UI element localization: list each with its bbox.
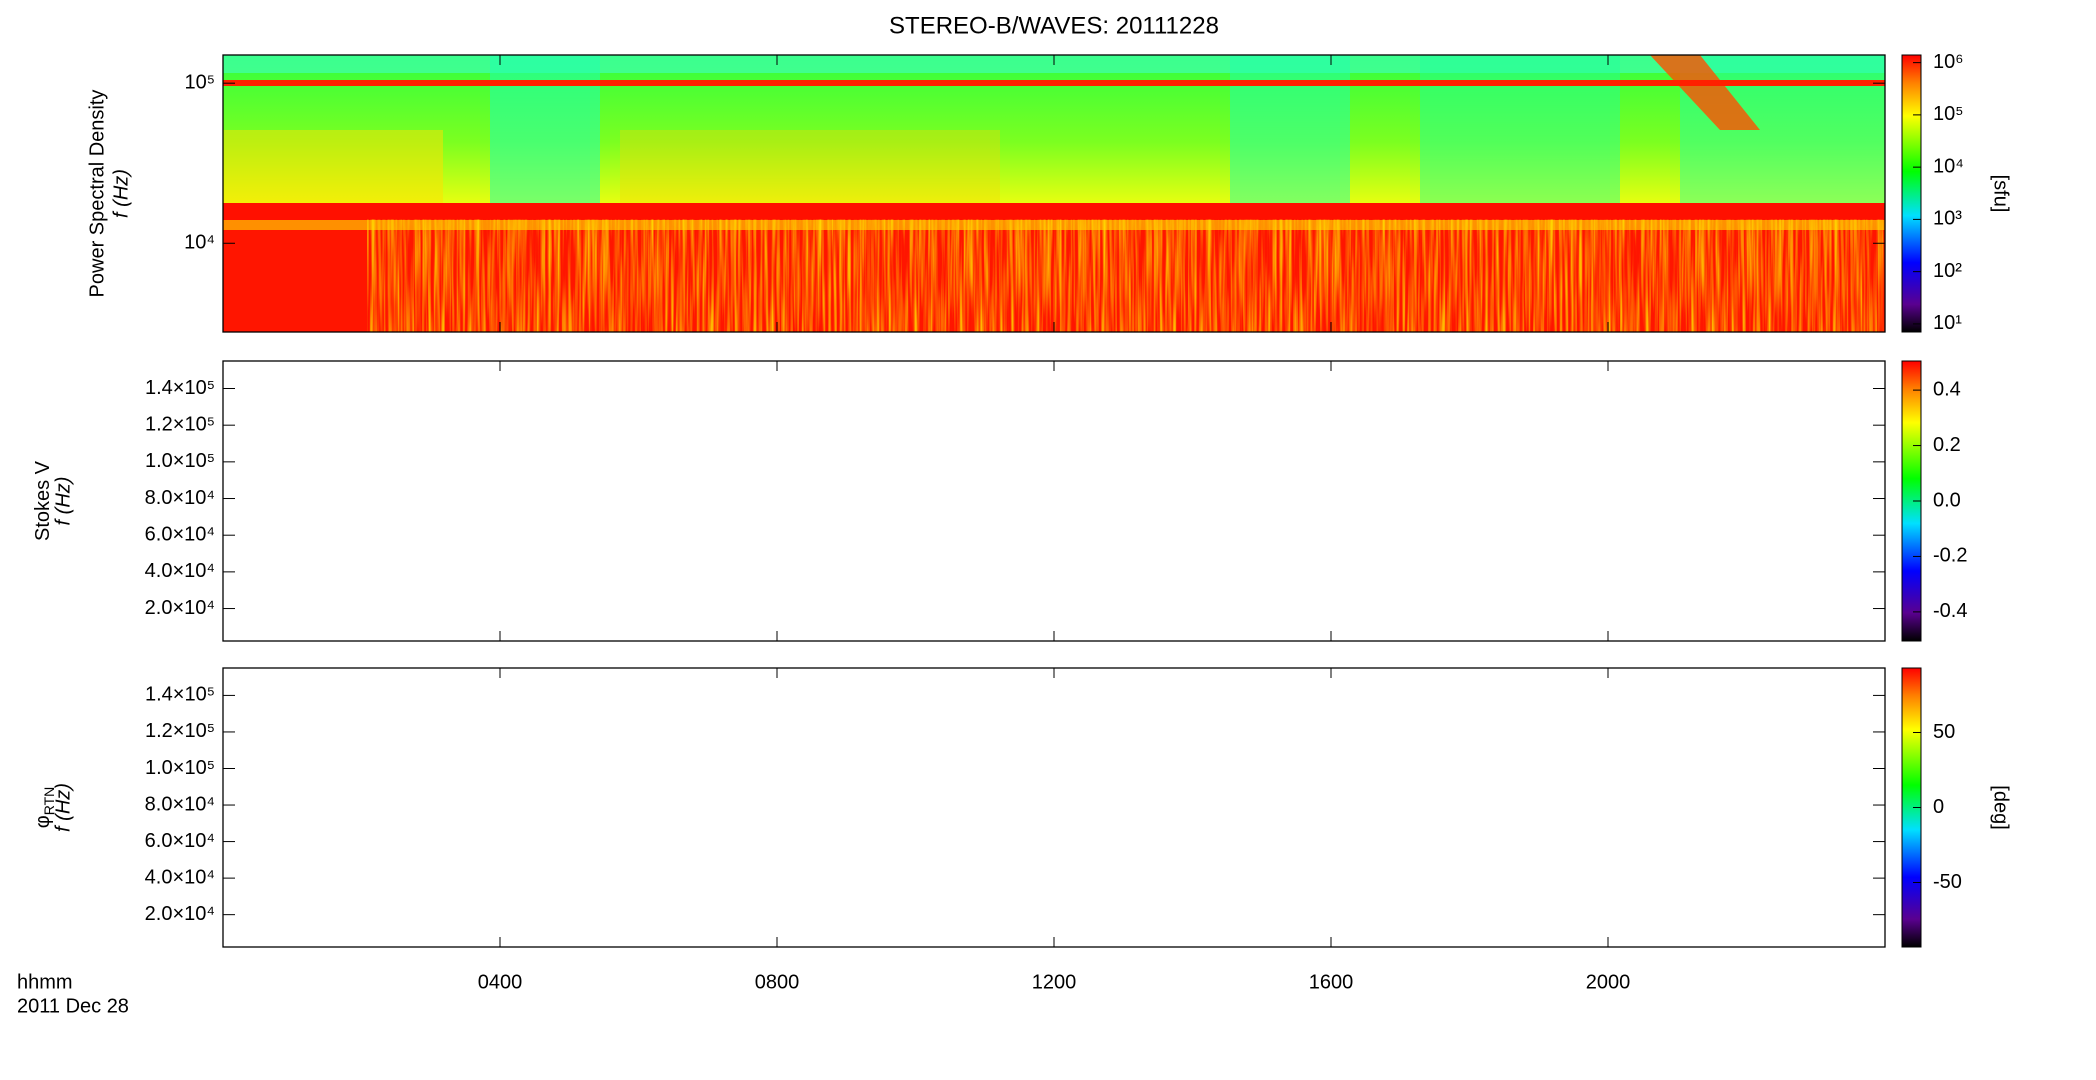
colorbar-tick-label: 0.2 <box>1933 434 1961 456</box>
y-tick-label: 4.0×10⁴ <box>145 866 215 888</box>
y-axis-label: f (Hz) <box>52 477 74 526</box>
y-axis-label: Stokes V <box>32 460 54 541</box>
y-axis-label: f (Hz) <box>110 169 132 218</box>
colorbar-tick-label: 10⁴ <box>1933 155 1964 177</box>
y-tick-label: 8.0×10⁴ <box>145 793 215 815</box>
y-tick-label: 2.0×10⁴ <box>145 903 215 925</box>
y-tick-label: 8.0×10⁴ <box>145 487 215 509</box>
colorbar-label: [deg] <box>1990 785 2012 829</box>
y-tick-label: 1.0×10⁵ <box>145 450 215 472</box>
y-tick-label: 2.0×10⁴ <box>145 597 215 619</box>
y-axis-label: Power Spectral Density <box>86 90 108 298</box>
colorbar-tick-label: 0 <box>1933 796 1944 818</box>
colorbar-tick-label: -0.4 <box>1933 600 1967 622</box>
colorbar-label: [sfu] <box>1990 175 2012 213</box>
colorbar-tick-label: 0.4 <box>1933 378 1961 400</box>
y-axis-label-main: Stokes V <box>32 460 54 541</box>
y-axis-label: f (Hz) <box>52 783 74 832</box>
colorbar-tick-label: 10² <box>1933 260 1962 282</box>
plot-frame <box>222 667 1886 948</box>
y-axis-label: φRTN <box>32 787 56 829</box>
y-tick-label: 6.0×10⁴ <box>145 830 215 852</box>
colorbar-tick-label: 10⁵ <box>1933 103 1964 125</box>
x-tick-label: 0800 <box>755 971 800 993</box>
y-tick-label: 1.4×10⁵ <box>145 377 215 399</box>
y-tick-label: 6.0×10⁴ <box>145 523 215 545</box>
colorbar-tick-label: -0.2 <box>1933 545 1967 567</box>
y-tick-label: 1.4×10⁵ <box>145 684 215 706</box>
colorbar-tick-label: -50 <box>1933 871 1962 893</box>
y-axis-label-main: φ <box>32 815 54 828</box>
plot-frame <box>222 360 1886 642</box>
y-tick-label: 4.0×10⁴ <box>145 560 215 582</box>
x-tick-label: 2000 <box>1586 971 1631 993</box>
y-tick-label: 1.2×10⁵ <box>145 720 215 742</box>
x-tick-label: 1200 <box>1032 971 1077 993</box>
colorbar-tick-label: 10⁶ <box>1933 51 1963 73</box>
x-tick-label: 1600 <box>1309 971 1354 993</box>
x-tick-label: 0400 <box>478 971 523 993</box>
colorbar-tick-label: 10³ <box>1933 208 1962 230</box>
colorbar-tick-label: 50 <box>1933 721 1955 743</box>
colorbar <box>1901 54 1922 333</box>
colorbar-tick-label: 10¹ <box>1933 312 1962 334</box>
y-tick-label: 10⁵ <box>184 71 215 93</box>
x-axis-label: hhmm <box>17 971 73 993</box>
spectrogram <box>223 55 1885 332</box>
y-tick-label: 1.2×10⁵ <box>145 413 215 435</box>
y-axis-label-sub: RTN <box>41 787 57 816</box>
chart-title: STEREO-B/WAVES: 20111228 <box>889 12 1219 39</box>
y-tick-label: 1.0×10⁵ <box>145 757 215 779</box>
colorbar-tick-label: 0.0 <box>1933 489 1961 511</box>
y-tick-label: 10⁴ <box>184 232 215 254</box>
date-label: 2011 Dec 28 <box>17 995 129 1017</box>
